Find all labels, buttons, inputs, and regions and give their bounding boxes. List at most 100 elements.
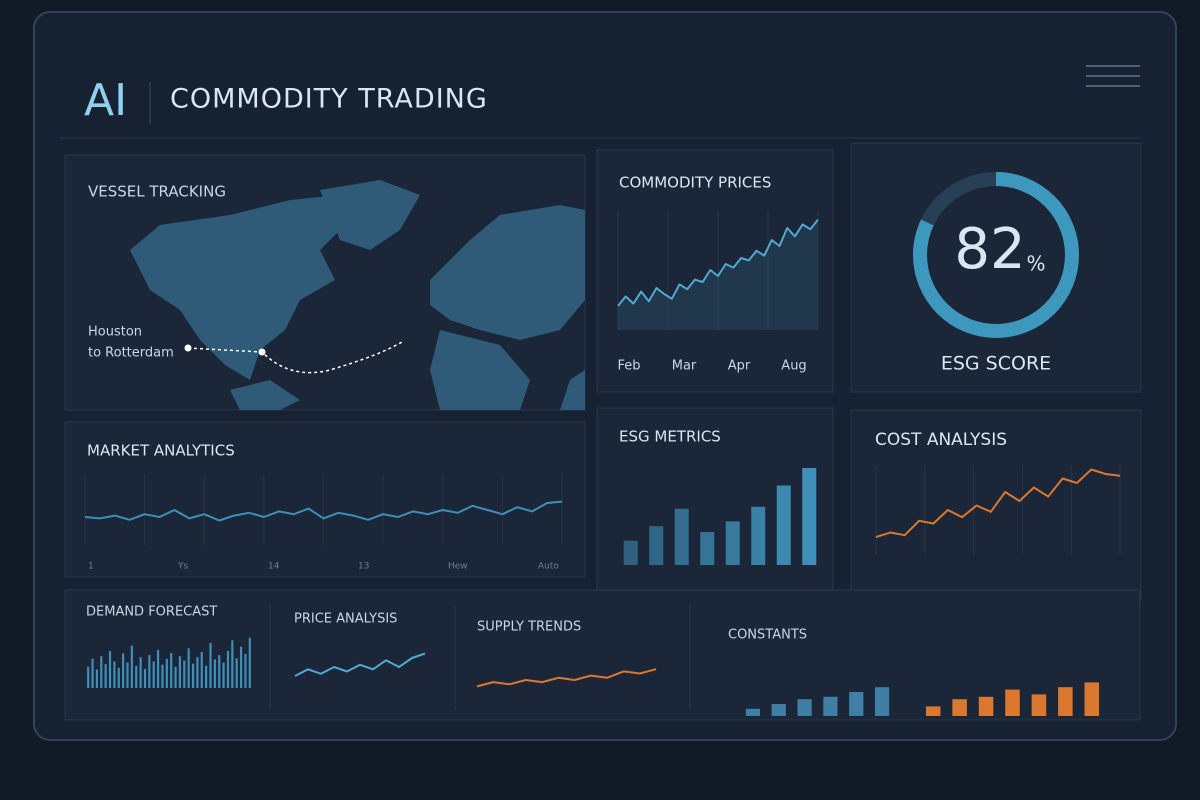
bar bbox=[170, 653, 173, 688]
line bbox=[875, 468, 1121, 538]
bar bbox=[776, 485, 791, 565]
bar bbox=[1005, 689, 1020, 716]
score-unit: % bbox=[1026, 252, 1045, 276]
bar bbox=[87, 666, 90, 688]
panel-title: ESG METRICS bbox=[619, 428, 721, 446]
route-destination: to Rotterdam bbox=[88, 346, 174, 361]
bar bbox=[165, 658, 168, 688]
panel-title: COST ANALYSIS bbox=[875, 430, 1007, 450]
bar bbox=[218, 655, 221, 688]
bar bbox=[235, 658, 238, 688]
market-panel bbox=[64, 421, 586, 578]
panel-title: CONSTANTS bbox=[728, 628, 807, 643]
bar bbox=[187, 648, 190, 688]
bar bbox=[174, 666, 177, 688]
logo: AI bbox=[84, 75, 127, 126]
bar bbox=[244, 654, 247, 688]
bar bbox=[952, 699, 967, 716]
menu-icon[interactable] bbox=[1086, 65, 1140, 87]
panel-title: COMMODITY PRICES bbox=[619, 174, 771, 192]
x-tick-label: Apr bbox=[728, 359, 751, 374]
bar bbox=[649, 526, 664, 565]
bar bbox=[874, 687, 890, 716]
prices-panel bbox=[596, 149, 834, 393]
bar bbox=[113, 661, 116, 688]
route-point bbox=[258, 348, 266, 356]
bar bbox=[91, 658, 94, 688]
bar bbox=[205, 665, 208, 688]
ring-value bbox=[913, 172, 1079, 338]
bar bbox=[152, 661, 155, 688]
bar bbox=[751, 506, 766, 565]
bar bbox=[178, 656, 182, 688]
bar bbox=[925, 706, 941, 716]
x-tick-label: Aug bbox=[781, 359, 806, 374]
bar bbox=[1031, 694, 1047, 716]
panel-title: DEMAND FORECAST bbox=[86, 605, 217, 620]
bar bbox=[849, 692, 864, 716]
bar bbox=[139, 657, 142, 688]
line bbox=[476, 668, 657, 688]
world-map bbox=[130, 180, 585, 410]
bar bbox=[200, 651, 203, 688]
bar bbox=[148, 655, 151, 688]
x-tick-label: Hew bbox=[448, 562, 468, 572]
bar bbox=[130, 645, 133, 688]
bar bbox=[978, 696, 994, 716]
bar bbox=[725, 521, 740, 565]
bar bbox=[1084, 682, 1100, 716]
bottom-panel bbox=[64, 589, 1141, 721]
bar bbox=[108, 650, 112, 688]
bar bbox=[248, 637, 251, 688]
bar bbox=[1058, 687, 1073, 716]
line bbox=[84, 500, 563, 522]
bar bbox=[117, 667, 120, 688]
bar bbox=[239, 646, 243, 688]
bar bbox=[156, 649, 160, 688]
line-area bbox=[618, 219, 818, 330]
bar bbox=[104, 664, 107, 688]
bar bbox=[209, 642, 212, 688]
bar bbox=[161, 664, 164, 688]
bar bbox=[100, 656, 103, 688]
bar bbox=[674, 508, 689, 565]
app-title: COMMODITY TRADING bbox=[170, 84, 488, 115]
route-origin: Houston bbox=[88, 325, 142, 340]
bar bbox=[135, 665, 138, 688]
bar bbox=[196, 657, 199, 688]
bar bbox=[183, 660, 186, 688]
panel-title: MARKET ANALYTICS bbox=[87, 442, 235, 460]
bar bbox=[95, 669, 99, 688]
bar bbox=[143, 668, 147, 688]
line bbox=[617, 218, 819, 307]
bar bbox=[222, 662, 225, 688]
bar bbox=[700, 532, 715, 565]
score-value: 82 bbox=[954, 217, 1025, 282]
x-tick-label: Feb bbox=[617, 359, 640, 374]
bar bbox=[122, 653, 125, 688]
bar bbox=[231, 640, 234, 688]
score-label: ESG SCORE bbox=[941, 353, 1051, 375]
route-line bbox=[187, 341, 403, 374]
x-tick-label: Mar bbox=[672, 359, 697, 374]
x-tick-label: 1 bbox=[88, 562, 94, 572]
bar bbox=[745, 708, 761, 716]
x-tick-label: Auto bbox=[538, 562, 559, 572]
bar bbox=[802, 468, 817, 565]
panel-title: SUPPLY TRENDS bbox=[477, 620, 581, 635]
bar bbox=[226, 650, 230, 688]
bar bbox=[823, 696, 838, 716]
bar bbox=[213, 659, 216, 688]
x-tick-label: 13 bbox=[358, 562, 369, 572]
bar bbox=[191, 663, 195, 688]
route-point bbox=[184, 344, 192, 352]
line bbox=[294, 652, 426, 677]
x-tick-label: Ys bbox=[177, 562, 188, 572]
bar bbox=[771, 704, 786, 716]
x-tick-label: 14 bbox=[268, 562, 280, 572]
panel-title: VESSEL TRACKING bbox=[88, 183, 226, 201]
panel-title: PRICE ANALYSIS bbox=[294, 612, 397, 627]
bar bbox=[623, 540, 638, 565]
bar bbox=[797, 699, 812, 716]
